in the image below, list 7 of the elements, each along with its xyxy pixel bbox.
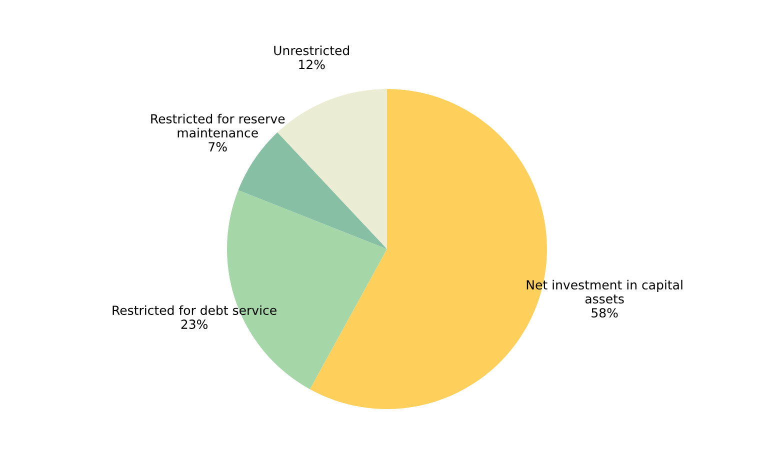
slice-label: Unrestricted bbox=[274, 46, 349, 56]
data-label: 58% bbox=[592, 308, 618, 318]
data-label: 23% bbox=[181, 320, 208, 329]
slice-label: Restricted for debt service bbox=[112, 305, 276, 315]
data-label: 7% bbox=[208, 142, 227, 152]
slice-label: Restricted for reserve maintenance bbox=[151, 114, 285, 138]
data-label: 12% bbox=[299, 60, 325, 70]
